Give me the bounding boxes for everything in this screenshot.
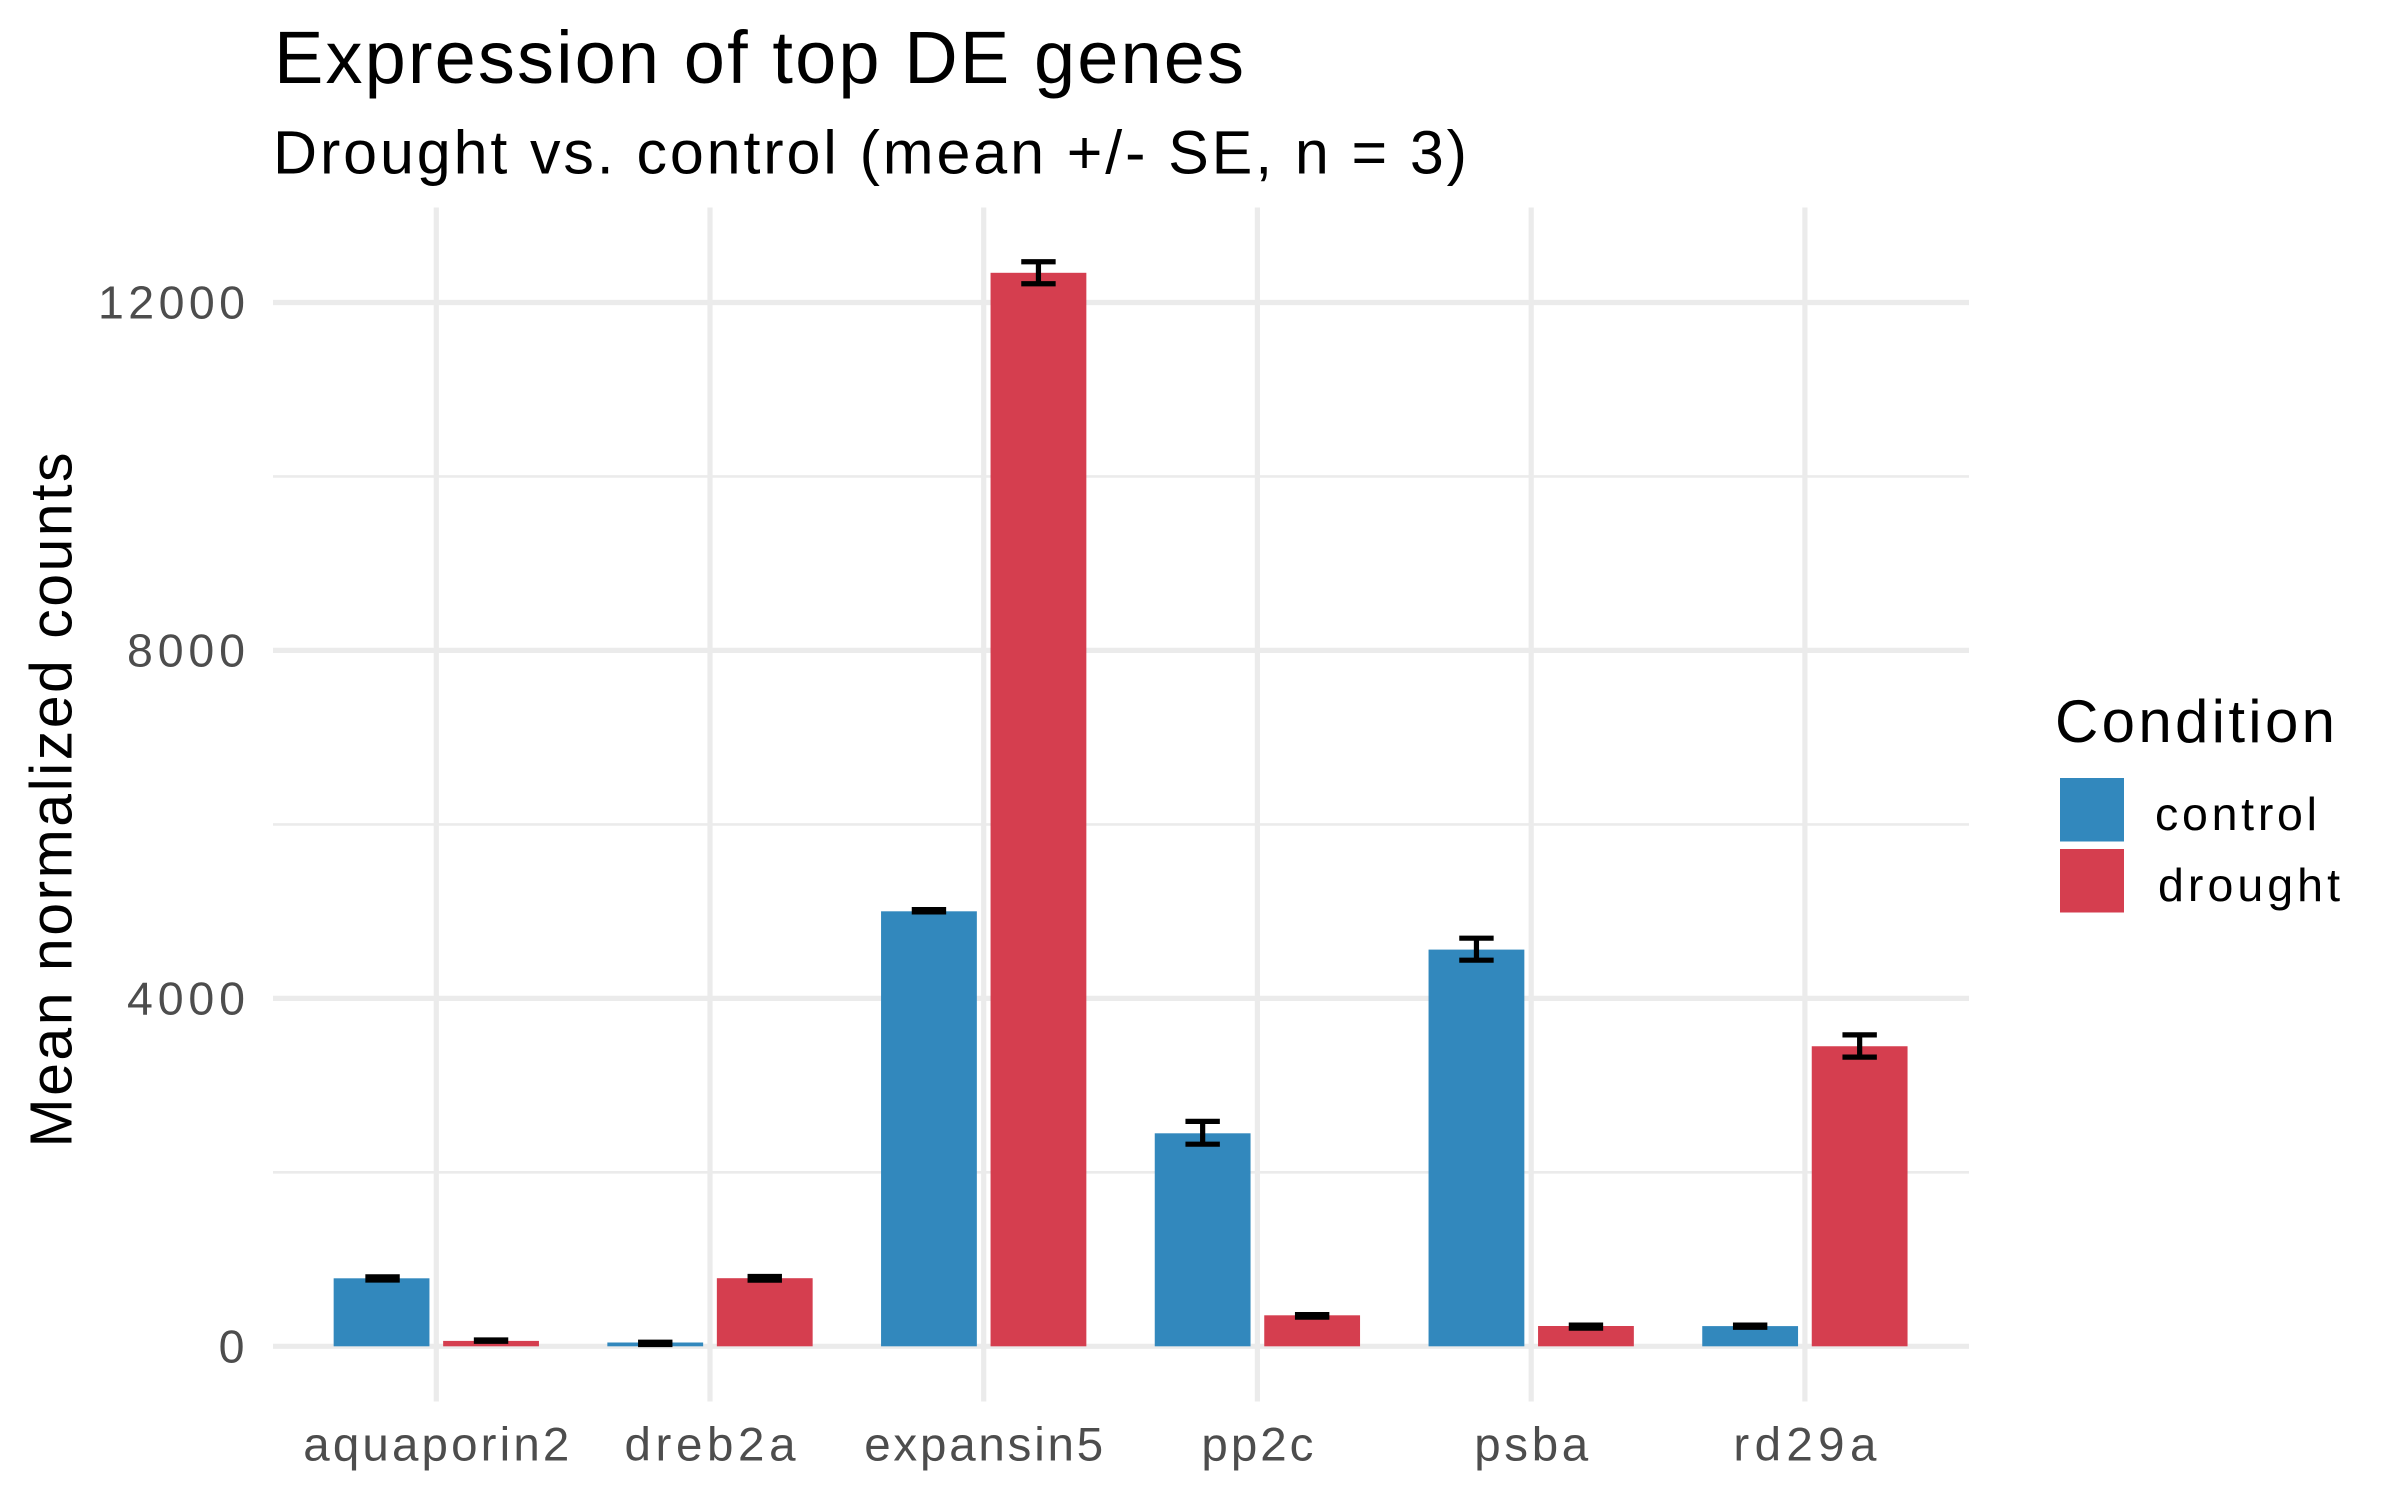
svg-text:Mean normalized counts: Mean normalized counts — [19, 453, 85, 1148]
svg-text:rd29a: rd29a — [1733, 1419, 1877, 1472]
svg-text:control: control — [2155, 788, 2317, 840]
svg-text:0: 0 — [219, 1320, 245, 1372]
svg-text:Expression of top DE genes: Expression of top DE genes — [274, 16, 1244, 99]
svg-text:aquaporin2: aquaporin2 — [303, 1419, 569, 1472]
svg-text:dreb2a: dreb2a — [625, 1419, 797, 1472]
svg-text:drought: drought — [2158, 859, 2340, 911]
svg-text:12000: 12000 — [98, 277, 245, 329]
svg-text:Condition: Condition — [2055, 688, 2335, 755]
svg-text:Drought vs. control (mean +/-: Drought vs. control (mean +/- SE, n = 3) — [273, 119, 1467, 187]
svg-text:psba: psba — [1474, 1419, 1589, 1472]
svg-text:expansin5: expansin5 — [864, 1419, 1103, 1472]
